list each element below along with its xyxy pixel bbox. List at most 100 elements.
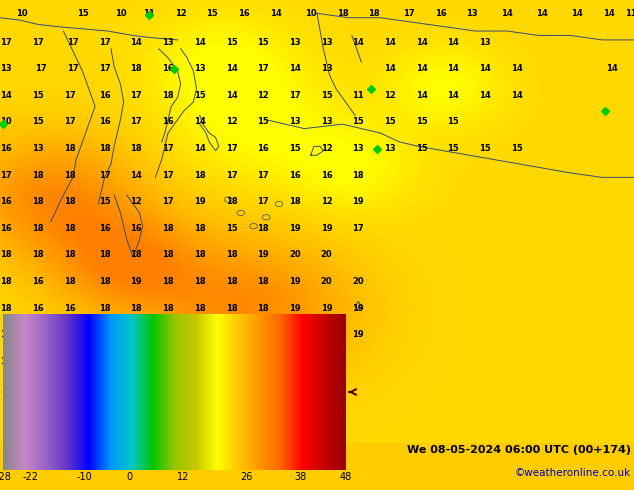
Text: 18: 18 [321, 357, 332, 366]
Text: 18: 18 [162, 330, 174, 339]
Text: 18: 18 [131, 144, 142, 153]
Text: 14: 14 [536, 9, 548, 18]
Text: 18: 18 [1, 304, 12, 313]
Text: 14: 14 [448, 91, 459, 100]
Text: 18: 18 [289, 357, 301, 366]
Text: 16: 16 [257, 144, 269, 153]
Text: 17: 17 [64, 91, 75, 100]
Text: 13: 13 [321, 38, 332, 47]
Text: 14: 14 [479, 64, 491, 73]
Text: 14: 14 [448, 64, 459, 73]
Text: 18: 18 [337, 9, 348, 18]
Text: 17: 17 [64, 118, 75, 126]
Text: 18: 18 [226, 330, 237, 339]
Text: 18: 18 [1, 357, 12, 366]
Text: 14: 14 [384, 38, 396, 47]
Text: 16: 16 [32, 304, 44, 313]
Text: 14: 14 [194, 38, 205, 47]
Text: 14: 14 [1, 91, 12, 100]
Text: 15: 15 [448, 144, 459, 153]
Text: 15: 15 [207, 9, 218, 18]
Text: 11: 11 [143, 9, 155, 18]
Text: 17: 17 [1, 38, 12, 47]
Text: 18: 18 [131, 64, 142, 73]
Text: 18: 18 [1, 250, 12, 260]
Text: 15: 15 [321, 91, 332, 100]
Text: 16: 16 [1, 144, 12, 153]
Text: 13: 13 [289, 38, 301, 47]
Text: 19: 19 [131, 357, 142, 366]
Text: 18: 18 [289, 197, 301, 206]
Text: 15: 15 [479, 144, 491, 153]
Text: 10: 10 [115, 9, 126, 18]
Text: 15: 15 [77, 9, 88, 18]
Text: 14: 14 [384, 64, 396, 73]
Text: 12: 12 [257, 91, 269, 100]
Text: 18: 18 [226, 304, 237, 313]
Text: 18: 18 [289, 330, 301, 339]
Text: 14: 14 [603, 9, 614, 18]
Text: 14: 14 [226, 91, 237, 100]
Text: 14: 14 [511, 64, 522, 73]
Text: 18: 18 [99, 144, 110, 153]
Text: 14: 14 [194, 144, 205, 153]
Text: 19: 19 [257, 250, 269, 260]
Text: 13: 13 [384, 144, 396, 153]
Text: 13: 13 [194, 64, 205, 73]
Text: 19: 19 [32, 357, 44, 366]
Text: 17: 17 [226, 171, 237, 180]
Text: 18: 18 [257, 330, 269, 339]
Text: 18: 18 [257, 277, 269, 286]
Text: 18: 18 [64, 224, 75, 233]
Text: 19: 19 [64, 357, 75, 366]
Text: 14: 14 [131, 171, 142, 180]
Text: 16: 16 [99, 91, 110, 100]
Text: 18: 18 [99, 250, 110, 260]
Text: 19: 19 [99, 357, 110, 366]
Text: 14: 14 [448, 38, 459, 47]
Text: 15: 15 [257, 38, 269, 47]
Text: 13: 13 [321, 118, 332, 126]
Text: 18: 18 [32, 224, 44, 233]
Text: 13: 13 [32, 144, 44, 153]
Text: 11: 11 [625, 9, 634, 18]
Text: 20: 20 [353, 277, 364, 286]
Text: 18: 18 [162, 304, 174, 313]
Text: 14: 14 [416, 64, 427, 73]
Text: 16: 16 [1, 224, 12, 233]
Text: 15: 15 [194, 91, 205, 100]
Text: 20: 20 [321, 250, 332, 260]
Text: 18: 18 [99, 330, 110, 339]
Text: 17: 17 [67, 38, 79, 47]
Text: 18: 18 [226, 250, 237, 260]
Text: 14: 14 [606, 64, 618, 73]
Text: 18: 18 [353, 171, 364, 180]
Text: 15: 15 [416, 118, 427, 126]
Text: 15: 15 [99, 197, 110, 206]
Text: 16: 16 [1, 197, 12, 206]
Text: 18: 18 [194, 224, 205, 233]
Text: 17: 17 [257, 171, 269, 180]
Text: 17: 17 [162, 171, 174, 180]
Text: 16: 16 [435, 9, 446, 18]
Text: 15: 15 [511, 144, 522, 153]
Text: 18: 18 [162, 91, 174, 100]
Text: 18: 18 [162, 224, 174, 233]
Text: 18: 18 [226, 197, 237, 206]
Text: 14: 14 [511, 91, 522, 100]
Text: 15: 15 [226, 38, 237, 47]
Text: 12: 12 [175, 9, 186, 18]
Text: 18: 18 [194, 304, 205, 313]
Text: 16: 16 [32, 277, 44, 286]
Text: 14: 14 [270, 9, 281, 18]
Text: 17: 17 [131, 118, 142, 126]
Text: 18: 18 [131, 330, 142, 339]
Text: 18: 18 [257, 304, 269, 313]
Text: 18: 18 [226, 357, 237, 366]
Text: 15: 15 [32, 118, 44, 126]
Text: 20: 20 [321, 277, 332, 286]
Text: 16: 16 [131, 224, 142, 233]
Text: 15: 15 [353, 118, 364, 126]
Text: 18: 18 [162, 277, 174, 286]
Text: 16: 16 [162, 118, 174, 126]
